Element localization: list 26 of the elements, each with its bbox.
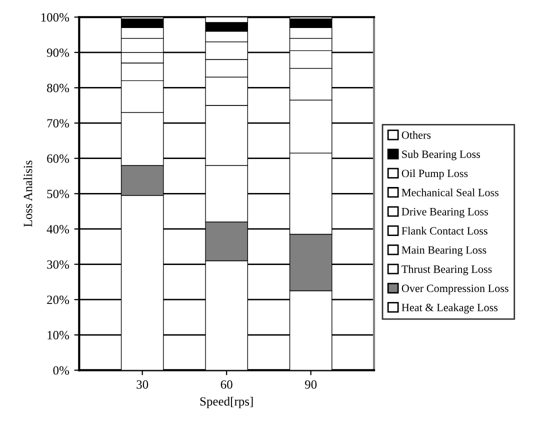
legend-label: Others — [402, 131, 431, 139]
legend-label: Oil Pump Loss — [402, 169, 468, 180]
legend-label: Over Compression Loss — [402, 284, 508, 294]
x-axis-title: Speed[rps] — [200, 396, 253, 408]
y-tick-label: 80% — [47, 84, 70, 92]
legend-label: Mechanical Seal Loss — [402, 188, 498, 196]
legend-label: Drive Bearing Loss — [402, 208, 488, 218]
legend-label: Thrust Bearing Loss — [402, 265, 492, 276]
y-tick-label: 40% — [46, 225, 70, 234]
legend-label: Heat & Leakage Loss — [402, 303, 498, 314]
legend-label: Sub Bearing Loss — [402, 150, 480, 160]
x-tick-label: 60 — [220, 380, 232, 389]
y-tick-label: 50% — [47, 190, 70, 198]
y-tick-label: 60% — [47, 154, 70, 163]
y-tick-label: 70% — [47, 119, 70, 128]
x-tick-label: 30 — [136, 380, 148, 389]
legend-label: Flank Contact Loss — [402, 226, 488, 235]
y-tick-label: 90% — [46, 48, 70, 57]
y-tick-label: 10% — [48, 330, 70, 340]
y-tick-label: 20% — [47, 296, 70, 304]
y-tick-label: 30% — [47, 260, 70, 269]
legend-label: Main Bearing Loss — [402, 246, 486, 256]
y-tick-label: 0% — [53, 366, 70, 375]
x-tick-label: 90 — [304, 380, 317, 389]
y-tick-label: 100% — [41, 13, 70, 22]
y-axis-title: Loss Analisis — [23, 160, 32, 227]
